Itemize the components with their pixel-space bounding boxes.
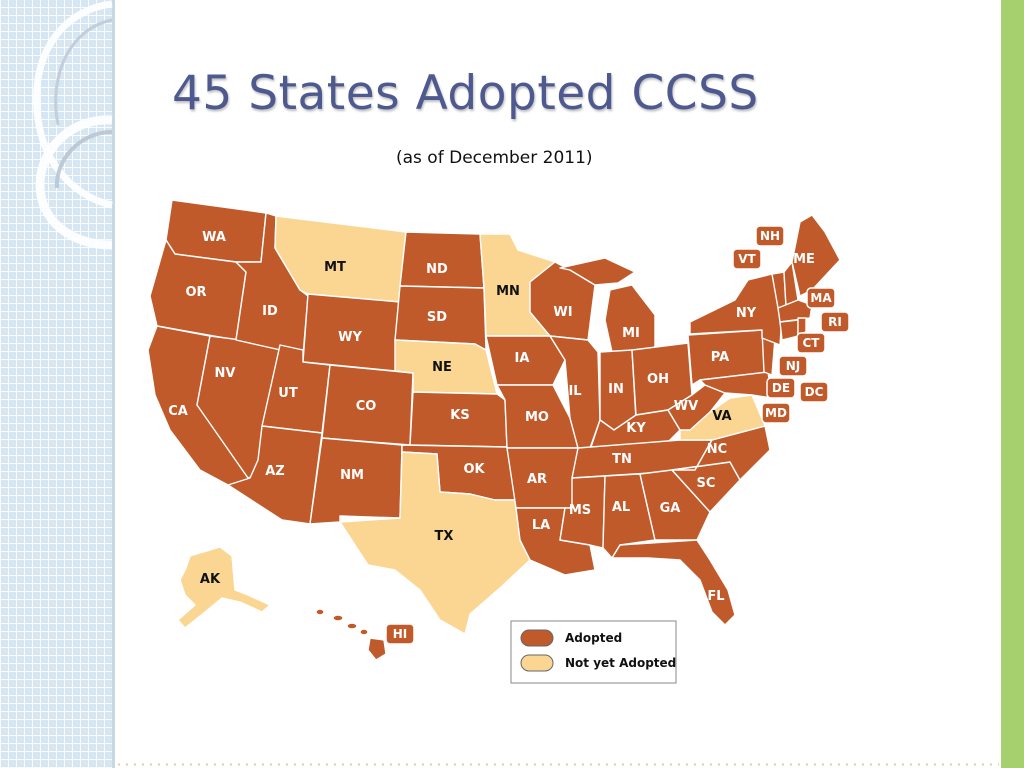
svg-text:MA: MA <box>810 291 832 305</box>
state-label-al: AL <box>612 500 630 515</box>
state-label-id: ID <box>262 304 278 319</box>
state-label-il: IL <box>568 384 581 399</box>
svg-text:DE: DE <box>772 381 790 395</box>
state-label-ky: KY <box>626 421 646 436</box>
state-label-fl: FL <box>707 589 724 604</box>
state-label-nd: ND <box>426 262 448 277</box>
state-label-wv: WV <box>674 399 698 414</box>
svg-text:VT: VT <box>738 252 756 266</box>
state-label-sd: SD <box>427 310 447 325</box>
legend-swatch-adopted <box>520 629 554 647</box>
state-label-in: IN <box>608 382 624 397</box>
state-label-sc: SC <box>697 476 716 491</box>
svg-text:RI: RI <box>828 315 842 329</box>
state-label-ny: NY <box>736 306 757 321</box>
slide-subtitle: (as of December 2011) <box>396 148 593 168</box>
state-ma <box>777 299 813 323</box>
callout-ri: RI <box>820 311 850 333</box>
state-va <box>679 394 766 441</box>
decorative-arcs <box>33 0 113 250</box>
right-accent-bar <box>999 0 1024 768</box>
state-label-tn: TN <box>612 452 632 467</box>
map-legend: Adopted Not yet Adopted <box>510 620 677 684</box>
state-label-nv: NV <box>215 366 236 381</box>
legend-label-not-adopted: Not yet Adopted <box>565 656 676 670</box>
state-label-va: VA <box>712 409 731 424</box>
state-label-mt: MT <box>324 260 346 275</box>
state-wv <box>667 384 726 431</box>
state-label-az: AZ <box>265 464 285 479</box>
state-label-wa: WA <box>202 230 226 245</box>
svg-text:DC: DC <box>805 385 824 399</box>
callout-vt: VT <box>732 248 762 270</box>
slide-title: 45 States Adopted CCSS <box>172 66 759 121</box>
state-label-ok: OK <box>463 462 485 477</box>
state-label-ak: AK <box>200 572 221 587</box>
state-ga <box>639 469 711 541</box>
state-nd <box>399 231 485 289</box>
state-label-ks: KS <box>450 408 469 423</box>
callout-ma: MA <box>806 287 836 309</box>
state-label-ga: GA <box>660 501 681 516</box>
state-label-nm: NM <box>340 468 364 483</box>
legend-label-adopted: Adopted <box>565 631 622 645</box>
callout-de: DE <box>766 377 796 399</box>
state-label-ne: NE <box>432 360 452 375</box>
state-label-or: OR <box>185 285 206 300</box>
callout-nj: NJ <box>778 355 808 377</box>
state-label-wy: WY <box>338 330 362 345</box>
state-tx <box>339 451 531 635</box>
state-label-mo: MO <box>525 410 549 425</box>
callout-ct: CT <box>796 332 826 354</box>
left-decorative-panel <box>0 0 115 768</box>
callout-md: MD <box>761 402 791 424</box>
state-me <box>791 214 841 297</box>
state-label-ut: UT <box>278 386 298 401</box>
state-label-wi: WI <box>553 305 572 320</box>
callout-hi: HI <box>385 623 415 645</box>
state-label-ms: MS <box>569 503 591 518</box>
state-label-ca: CA <box>168 404 188 419</box>
svg-text:NJ: NJ <box>786 359 801 373</box>
state-label-co: CO <box>356 399 377 414</box>
callout-dc: DC <box>799 381 829 403</box>
bottom-dotted-rule <box>115 763 999 766</box>
state-label-pa: PA <box>711 350 729 365</box>
state-label-ar: AR <box>527 472 547 487</box>
state-ak <box>177 546 271 629</box>
legend-swatch-not-adopted <box>520 654 554 672</box>
state-label-mn: MN <box>496 284 520 299</box>
state-ri <box>797 317 807 335</box>
state-label-tx: TX <box>435 529 454 544</box>
svg-text:NH: NH <box>760 229 780 243</box>
state-label-ia: IA <box>515 351 530 366</box>
state-label-la: LA <box>532 518 550 533</box>
state-ct <box>779 319 799 341</box>
state-fl <box>611 539 736 626</box>
svg-text:MD: MD <box>765 406 787 420</box>
state-ia <box>485 335 566 386</box>
state-label-mi: MI <box>622 326 640 341</box>
state-label-oh: OH <box>647 372 669 387</box>
state-label-nc: NC <box>707 442 727 457</box>
state-wi <box>529 261 596 341</box>
state-label-me: ME <box>793 252 815 267</box>
state-hi <box>315 608 387 661</box>
svg-text:HI: HI <box>393 627 408 641</box>
callout-nh: NH <box>755 225 785 247</box>
svg-text:CT: CT <box>803 336 821 350</box>
